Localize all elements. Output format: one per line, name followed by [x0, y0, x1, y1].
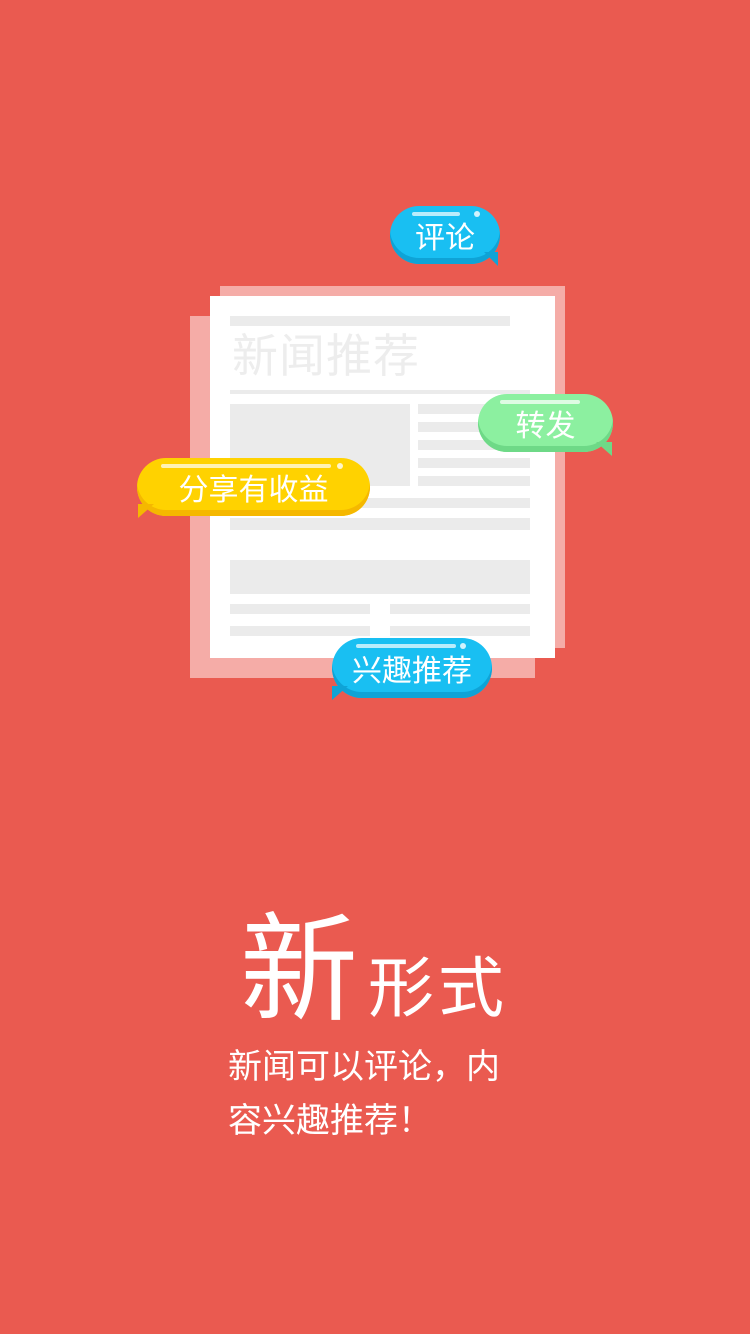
onboarding-illustration: 新闻推荐 评论 转发 分享有收益 兴趣推荐	[137, 206, 613, 700]
bubble-dot	[337, 463, 343, 469]
description-line-2: 容兴趣推荐！	[228, 1101, 432, 1141]
share-bubble: 分享有收益	[137, 458, 370, 516]
headline-small-text: 形式	[368, 950, 508, 1027]
doc-line	[230, 626, 370, 636]
doc-line	[418, 422, 530, 432]
headline: 新 形式	[240, 900, 540, 1040]
doc-line	[230, 518, 530, 530]
bubble-shine	[412, 212, 460, 216]
bubble-dot	[460, 643, 466, 649]
comment-label: 评论	[415, 221, 475, 256]
doc-divider	[230, 390, 530, 394]
doc-line	[230, 498, 530, 508]
description-line-1: 新闻可以评论，内	[228, 1047, 500, 1087]
description: 新闻可以评论，内 容兴趣推荐！	[228, 1040, 538, 1148]
doc-line	[390, 604, 530, 614]
bubble-shine	[356, 644, 456, 648]
comment-bubble: 评论	[390, 206, 500, 264]
bubble-tail	[138, 504, 154, 518]
share-label: 分享有收益	[178, 473, 329, 508]
forward-bubble: 转发	[478, 394, 613, 452]
doc-line	[418, 440, 530, 450]
interest-bubble: 兴趣推荐	[332, 638, 492, 698]
bubble-dot	[474, 211, 480, 217]
doc-line	[230, 316, 510, 326]
bubble-tail	[332, 686, 348, 700]
doc-line	[390, 626, 530, 636]
bubble-shine	[500, 400, 580, 404]
bubble-tail	[596, 442, 612, 456]
doc-line	[230, 604, 370, 614]
forward-label: 转发	[515, 409, 576, 444]
bubble-shine	[161, 464, 331, 468]
doc-line	[418, 404, 530, 414]
doc-line	[418, 458, 530, 468]
headline-big-char: 新	[240, 901, 359, 1039]
doc-title: 新闻推荐	[232, 329, 420, 383]
bubble-tail	[484, 252, 498, 266]
doc-block	[230, 560, 530, 594]
doc-line	[418, 476, 530, 486]
interest-label: 兴趣推荐	[352, 654, 472, 689]
